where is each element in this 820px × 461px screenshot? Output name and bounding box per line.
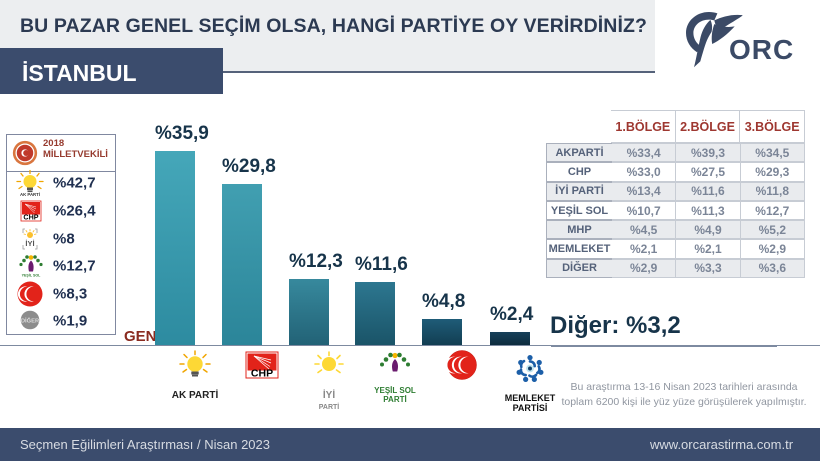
svg-text:YEŞİL SOL: YEŞİL SOL	[22, 273, 42, 277]
svg-text:İYİ: İYİ	[25, 239, 34, 248]
svg-text:CHP: CHP	[23, 212, 38, 221]
svg-text:DİĞER: DİĞER	[21, 316, 40, 324]
svg-text:AK PARTİ: AK PARTİ	[20, 191, 40, 196]
svg-text:CHP: CHP	[251, 368, 273, 380]
svg-text:ORC: ORC	[729, 34, 794, 65]
